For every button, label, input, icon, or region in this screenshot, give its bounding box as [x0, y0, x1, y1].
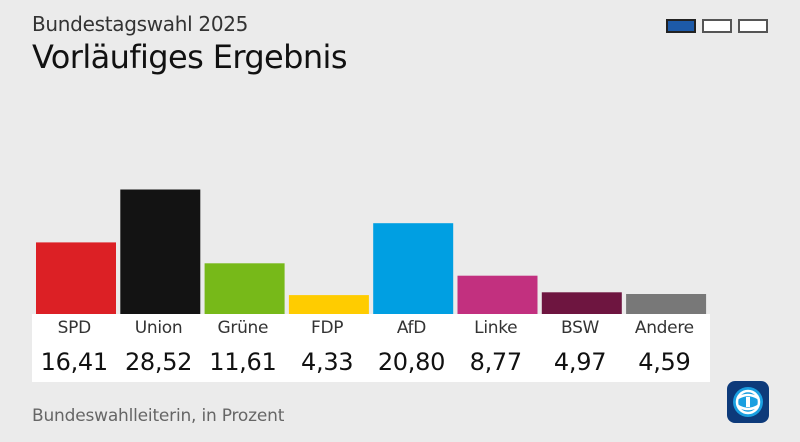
party-cell-union: Union 28,52 [116, 314, 201, 376]
bar-afd[interactable] [373, 223, 454, 314]
party-label: Union [134, 318, 183, 338]
party-labels-panel: SPD 16,41 Union 28,52 Grüne 11,61 FDP 4,33 AfD 20… [32, 314, 710, 382]
party-label: AfD [396, 318, 427, 338]
bar-linke[interactable] [457, 275, 538, 314]
party-value: 16,41 [40, 348, 109, 376]
page-indicator-dot-2[interactable] [702, 19, 732, 33]
party-value: 28,52 [124, 348, 193, 376]
party-label: SPD [57, 318, 92, 338]
logo-globe-icon [733, 387, 763, 417]
party-cell-andere: Andere 4,59 [622, 314, 707, 376]
party-cell-fdp: FDP 4,33 [285, 314, 370, 376]
party-value: 11,61 [209, 348, 277, 376]
party-label: Linke [474, 318, 518, 338]
tagesschau-logo-icon [727, 381, 769, 423]
bar-grüne[interactable] [204, 263, 285, 314]
party-cell-linke: Linke 8,77 [454, 314, 539, 376]
party-value: 20,80 [377, 348, 446, 376]
party-label: BSW [561, 318, 600, 338]
bar-fdp[interactable] [288, 295, 369, 314]
party-label: Andere [634, 318, 694, 338]
party-value: 4,97 [553, 348, 607, 376]
bar-union[interactable] [120, 189, 201, 315]
party-cell-spd: SPD 16,41 [32, 314, 117, 376]
source-note: Bundeswahlleiterin, in Prozent [32, 406, 285, 426]
party-cell-grüne: Grüne 11,61 [201, 314, 286, 376]
chart-subtitle: Bundestagswahl 2025 [32, 12, 249, 36]
chart-title: Vorläufiges Ergebnis [32, 38, 348, 76]
party-cell-afd: AfD 20,80 [369, 314, 454, 376]
bar-spd[interactable] [36, 242, 116, 314]
party-cell-bsw: BSW 4,97 [538, 314, 623, 376]
page-indicator-dot-3[interactable] [738, 19, 768, 33]
party-value: 8,77 [469, 348, 523, 376]
party-value: 4,33 [301, 348, 354, 376]
bar-bsw[interactable] [541, 292, 622, 314]
party-label: FDP [311, 318, 344, 338]
party-value: 4,59 [638, 348, 691, 376]
page-indicator-dot-1[interactable] [666, 19, 696, 33]
party-label: Grüne [217, 318, 269, 338]
page-indicator [666, 19, 768, 33]
bar-andere[interactable] [626, 294, 707, 314]
